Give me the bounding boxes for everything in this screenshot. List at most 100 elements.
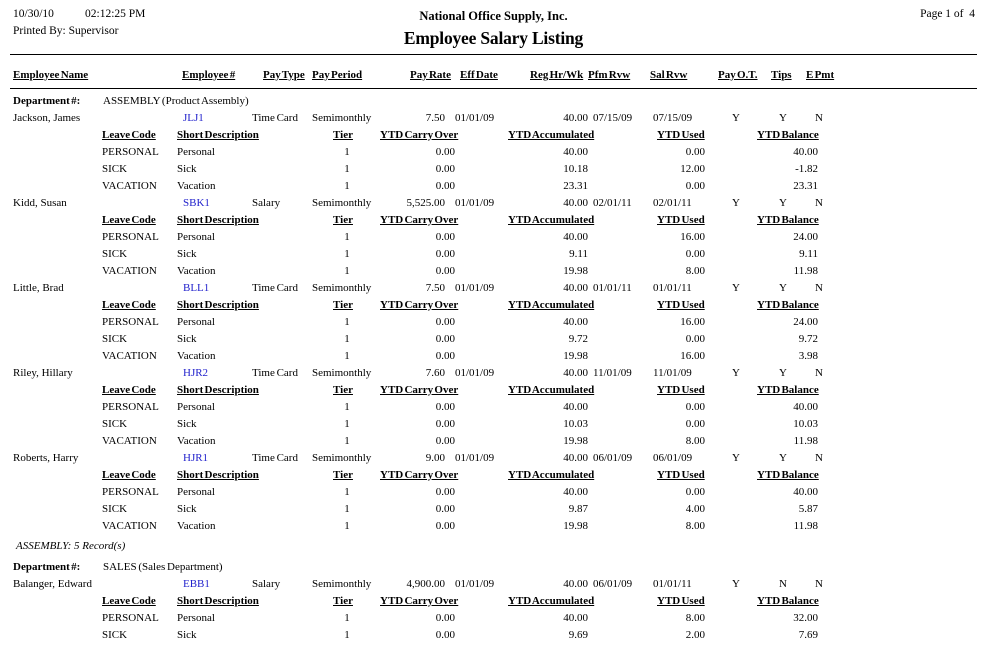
leave-ytd-accumulated: 40.00 bbox=[563, 612, 588, 624]
leave-ytd-carry-over: 0.00 bbox=[435, 629, 455, 641]
employee-tips-flag: Y bbox=[779, 112, 787, 124]
leave-row: SICK Sick 1 0.00 9.11 0.00 9.11 bbox=[0, 248, 987, 265]
employee-tips-flag: Y bbox=[779, 197, 787, 209]
leave-row: VACATION Vacation 1 0.00 19.98 8.00 11.98 bbox=[0, 520, 987, 537]
department-label: Department #: bbox=[13, 561, 81, 573]
leave-ytd-accumulated: 40.00 bbox=[563, 231, 588, 243]
leave-ytd-accumulated: 19.98 bbox=[563, 435, 588, 447]
leave-ytd-accumulated: 40.00 bbox=[563, 316, 588, 328]
leave-col-used: YTD Used bbox=[657, 299, 705, 311]
leave-col-description: Short Description bbox=[177, 384, 259, 396]
leave-ytd-balance: 11.98 bbox=[793, 435, 818, 447]
leave-col-carry-over: YTD Carry Over bbox=[380, 214, 459, 226]
employee-tips-flag: Y bbox=[779, 367, 787, 379]
department-name: ASSEMBLY (Product Assembly) bbox=[103, 95, 249, 107]
employee-sal-rvw: 11/01/09 bbox=[653, 367, 692, 379]
employee-number-link[interactable]: HJR2 bbox=[183, 367, 209, 379]
leave-col-description: Short Description bbox=[177, 129, 259, 141]
leave-ytd-accumulated: 19.98 bbox=[563, 520, 588, 532]
leave-col-accumulated: YTD Accumulated bbox=[508, 595, 595, 607]
leave-tier: 1 bbox=[344, 231, 350, 243]
leave-row: PERSONAL Personal 1 0.00 40.00 16.00 24.00 bbox=[0, 231, 987, 248]
employee-name: Riley, Hillary bbox=[13, 367, 73, 379]
leave-ytd-accumulated: 10.18 bbox=[563, 163, 588, 175]
leave-row: SICK Sick 1 0.00 9.72 0.00 9.72 bbox=[0, 333, 987, 350]
leave-ytd-carry-over: 0.00 bbox=[435, 146, 455, 158]
employee-tips-flag: Y bbox=[779, 452, 787, 464]
leave-ytd-used: 0.00 bbox=[685, 418, 705, 430]
employee-reg-hr-wk: 40.00 bbox=[563, 112, 588, 124]
leave-col-balance: YTD Balance bbox=[757, 384, 819, 396]
employee-name: Little, Brad bbox=[13, 282, 64, 294]
employee-pay-rate: 7.50 bbox=[425, 112, 445, 124]
leave-ytd-used: 0.00 bbox=[685, 486, 705, 498]
employee-pay-period: Semimonthly bbox=[312, 367, 372, 379]
header-divider bbox=[10, 54, 977, 55]
leave-col-tier: Tier bbox=[333, 299, 353, 311]
leave-ytd-carry-over: 0.00 bbox=[435, 333, 455, 345]
employee-e-pmt-flag: N bbox=[815, 578, 823, 590]
col-e-pmt: E Pmt bbox=[806, 69, 835, 81]
leave-ytd-accumulated: 9.11 bbox=[569, 248, 588, 260]
leave-description: Sick bbox=[177, 333, 197, 345]
leave-row: PERSONAL Personal 1 0.00 40.00 0.00 40.00 bbox=[0, 401, 987, 418]
employee-pay-rate: 9.00 bbox=[425, 452, 445, 464]
leave-tier: 1 bbox=[344, 146, 350, 158]
leave-ytd-accumulated: 9.72 bbox=[568, 333, 588, 345]
employee-name: Kidd, Susan bbox=[13, 197, 67, 209]
employee-name: Balanger, Edward bbox=[13, 578, 92, 590]
col-employee-number: Employee # bbox=[182, 69, 236, 81]
leave-description: Sick bbox=[177, 629, 197, 641]
leave-code: PERSONAL bbox=[102, 316, 159, 328]
col-sal-rvw: Sal Rvw bbox=[650, 69, 688, 81]
employee-number-link[interactable]: BLL1 bbox=[183, 282, 210, 294]
leave-code: VACATION bbox=[102, 265, 157, 277]
department-record-count: ASSEMBLY: 5 Record(s) bbox=[16, 540, 126, 552]
leave-col-tier: Tier bbox=[333, 595, 353, 607]
employee-pfm-rvw: 01/01/11 bbox=[593, 282, 632, 294]
employee-number-link[interactable]: HJR1 bbox=[183, 452, 209, 464]
employee-reg-hr-wk: 40.00 bbox=[563, 367, 588, 379]
employee-e-pmt-flag: N bbox=[815, 112, 823, 124]
leave-description: Vacation bbox=[177, 350, 216, 362]
leave-description: Vacation bbox=[177, 435, 216, 447]
employee-number-link[interactable]: JLJ1 bbox=[183, 112, 204, 124]
leave-ytd-balance: -1.82 bbox=[795, 163, 818, 175]
employee-pfm-rvw: 11/01/09 bbox=[593, 367, 632, 379]
leave-code: VACATION bbox=[102, 350, 157, 362]
department-row: Department #: SALES (Sales Department) bbox=[0, 561, 987, 578]
employee-pay-ot-flag: Y bbox=[732, 112, 740, 124]
leave-ytd-used: 16.00 bbox=[680, 231, 705, 243]
leave-col-carry-over: YTD Carry Over bbox=[380, 595, 459, 607]
leave-ytd-carry-over: 0.00 bbox=[435, 486, 455, 498]
employee-pay-ot-flag: Y bbox=[732, 367, 740, 379]
leave-description: Personal bbox=[177, 146, 215, 158]
leave-tier: 1 bbox=[344, 265, 350, 277]
employee-number-link[interactable]: EBB1 bbox=[183, 578, 210, 590]
leave-ytd-accumulated: 10.03 bbox=[563, 418, 588, 430]
leave-tier: 1 bbox=[344, 248, 350, 260]
col-pfm-rvw: Pfm Rvw bbox=[588, 69, 631, 81]
leave-code: SICK bbox=[102, 248, 128, 260]
leave-ytd-accumulated: 40.00 bbox=[563, 486, 588, 498]
leave-ytd-accumulated: 23.31 bbox=[563, 180, 588, 192]
report-title: Employee Salary Listing bbox=[403, 28, 584, 48]
leave-ytd-carry-over: 0.00 bbox=[435, 520, 455, 532]
employee-pay-type: Time Card bbox=[252, 282, 298, 294]
employee-reg-hr-wk: 40.00 bbox=[563, 197, 588, 209]
leave-tier: 1 bbox=[344, 629, 350, 641]
employee-number-link[interactable]: SBK1 bbox=[183, 197, 210, 209]
leave-tier: 1 bbox=[344, 435, 350, 447]
employee-row: Little, Brad BLL1 Time Card Semimonthly 7.50… bbox=[0, 282, 987, 299]
leave-col-balance: YTD Balance bbox=[757, 469, 819, 481]
employee-eff-date: 01/01/09 bbox=[455, 282, 495, 294]
leave-tier: 1 bbox=[344, 612, 350, 624]
employee-pay-ot-flag: Y bbox=[732, 282, 740, 294]
employee-sal-rvw: 01/01/11 bbox=[653, 578, 692, 590]
leave-col-code: Leave Code bbox=[102, 299, 156, 311]
leave-code: PERSONAL bbox=[102, 146, 159, 158]
employee-sal-rvw: 07/15/09 bbox=[653, 112, 693, 124]
leave-col-description: Short Description bbox=[177, 595, 259, 607]
leave-tier: 1 bbox=[344, 333, 350, 345]
leave-col-accumulated: YTD Accumulated bbox=[508, 384, 595, 396]
